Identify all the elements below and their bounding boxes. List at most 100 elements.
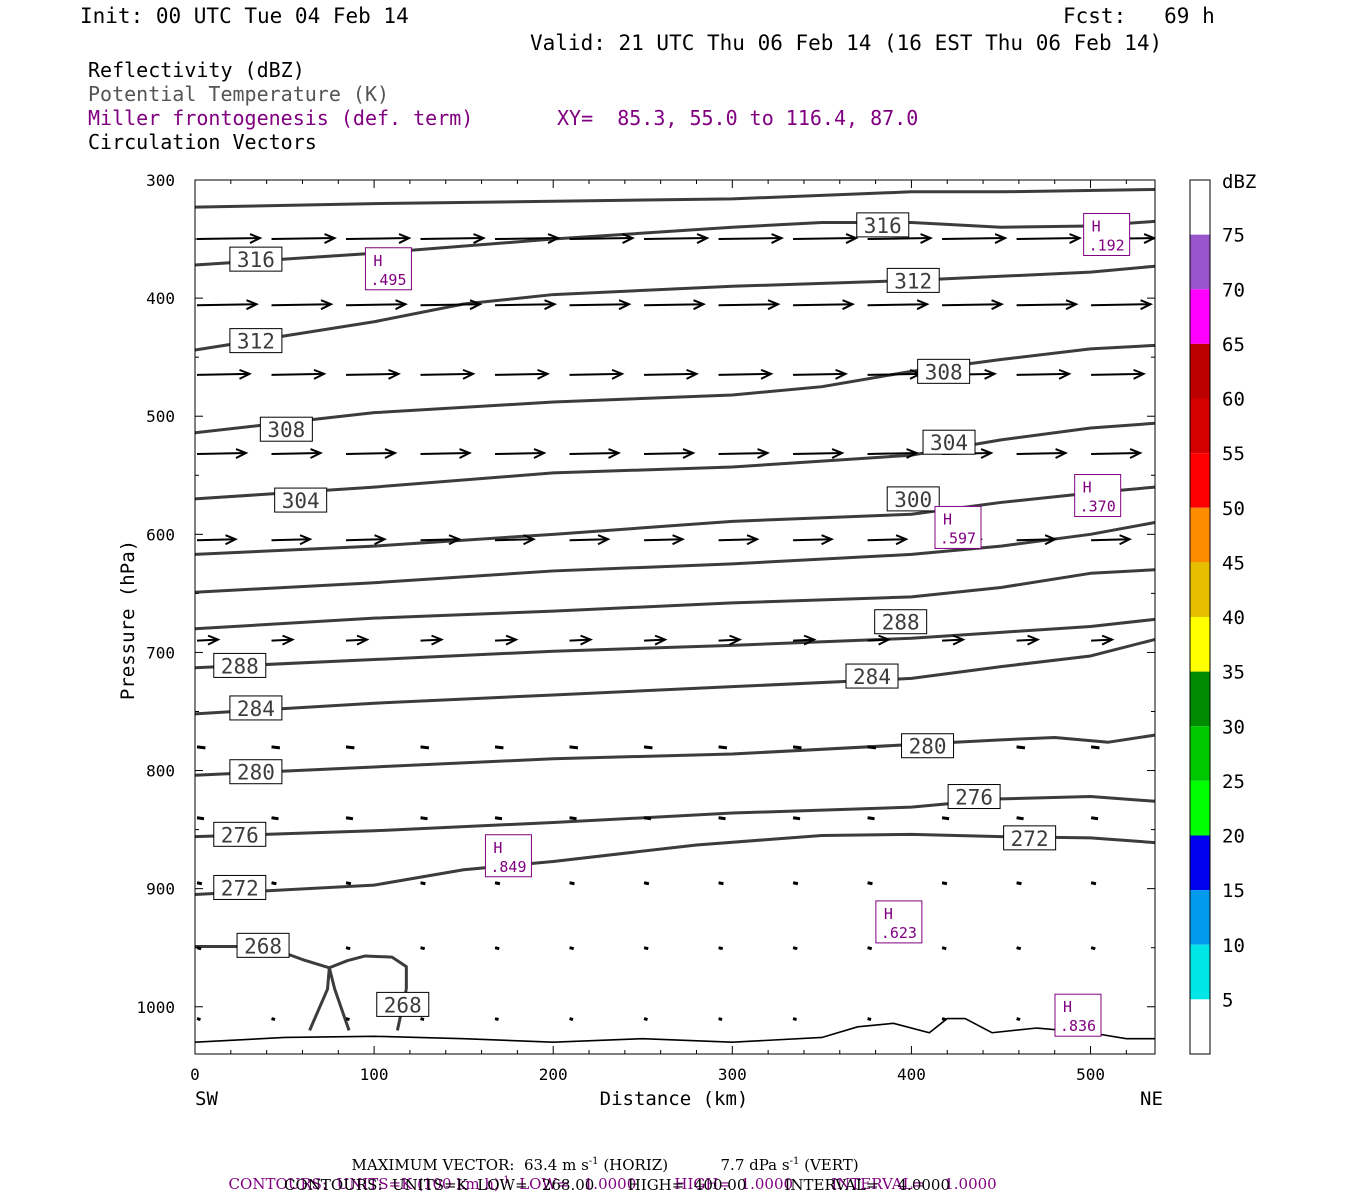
frontogenesis-max-marker: H.370 <box>1074 474 1122 518</box>
circulation-vector <box>718 299 781 311</box>
circulation-vector <box>345 233 412 244</box>
circulation-vector <box>942 233 1008 244</box>
colorbar-swatch <box>1190 999 1210 1054</box>
circulation-vector <box>718 946 724 951</box>
svg-text:280: 280 <box>909 735 947 759</box>
theta-contour-316 <box>195 219 1155 267</box>
circulation-vector <box>494 816 503 821</box>
colorbar-swatch <box>1190 835 1210 891</box>
theta-contour-label: 272 <box>213 874 267 900</box>
circulation-vector <box>196 634 221 646</box>
circulation-vector <box>644 233 710 244</box>
circulation-vector <box>867 1017 872 1022</box>
circulation-vector <box>196 233 263 244</box>
colorbar-label-25: 25 <box>1222 771 1245 793</box>
circulation-vector <box>271 448 323 459</box>
theta-contour-292 <box>195 568 1155 631</box>
sw-end-label: SW <box>195 1088 218 1110</box>
circulation-vector <box>196 1017 201 1022</box>
svg-text:300: 300 <box>894 488 932 512</box>
svg-text:.597: .597 <box>940 529 976 547</box>
circulation-vector <box>792 881 799 886</box>
circulation-vector <box>867 233 934 244</box>
theta-contour-304 <box>195 421 1155 501</box>
contours-frontogenesis-info: CONTOURS: UNITS=K (100 km h)-1 LOW= 1.00… <box>228 1175 997 1193</box>
circulation-vector <box>643 946 649 951</box>
circulation-vector <box>196 881 203 886</box>
frontogenesis-max-marker: H.597 <box>934 505 982 549</box>
colorbar-swatch <box>1190 562 1210 617</box>
circulation-vector <box>494 1017 499 1022</box>
circulation-vector <box>420 448 472 459</box>
theta-contour-label: 300 <box>886 486 940 512</box>
circulation-vector <box>495 299 557 311</box>
circulation-vector <box>271 634 295 646</box>
circulation-vector <box>345 448 398 459</box>
svg-text:304: 304 <box>930 431 968 455</box>
svg-text:316: 316 <box>864 214 902 238</box>
x-tick-0: 0 <box>190 180 200 1084</box>
x-tick-400: 400 <box>897 180 926 1084</box>
theta-contour-312 <box>195 264 1155 352</box>
circulation-vector <box>644 299 706 311</box>
circulation-vector <box>569 534 611 546</box>
svg-text:400: 400 <box>146 289 175 308</box>
circulation-vector <box>271 881 277 886</box>
svg-text:0: 0 <box>190 1065 200 1084</box>
svg-text:900: 900 <box>146 880 175 899</box>
circulation-vector <box>867 448 920 459</box>
colorbar-swatch <box>1190 617 1210 672</box>
theta-contour-label: 280 <box>901 733 955 759</box>
circulation-vector <box>941 816 950 821</box>
circulation-vector <box>867 946 873 951</box>
circulation-vector <box>1016 233 1083 244</box>
svg-text:.849: .849 <box>490 858 526 876</box>
circulation-vector <box>271 534 313 546</box>
circulation-vector <box>643 881 650 886</box>
circulation-vector <box>718 448 770 459</box>
circulation-vector <box>867 816 875 821</box>
circulation-vector <box>1016 745 1026 750</box>
circulation-vector <box>420 745 430 750</box>
svg-text:.370: .370 <box>1080 498 1116 516</box>
valid-time: Valid: 21 UTC Thu 06 Feb 14 (16 EST Thu … <box>530 31 1163 55</box>
svg-text:304: 304 <box>282 489 320 513</box>
svg-text:100: 100 <box>360 1065 389 1084</box>
theta-contour-label: 312 <box>886 267 940 293</box>
circulation-vector <box>569 233 635 244</box>
x-axis-label: Distance (km) <box>600 1088 749 1110</box>
circulation-vector <box>867 745 877 750</box>
svg-text:H: H <box>1092 218 1101 236</box>
circulation-vector <box>1090 946 1096 951</box>
circulation-vector <box>420 534 462 546</box>
frontogenesis-max-marker: H.836 <box>1054 993 1102 1037</box>
circulation-vector <box>569 881 575 886</box>
circulation-vector <box>867 299 930 311</box>
colorbar-swatch <box>1190 726 1210 781</box>
theta-contour-label: 272 <box>1003 825 1057 851</box>
svg-text:268: 268 <box>244 934 282 958</box>
circulation-vector <box>495 233 561 244</box>
theta-contour-label: 312 <box>229 328 283 354</box>
circulation-vector <box>1091 368 1147 380</box>
theta-contour-268 <box>195 945 408 990</box>
circulation-vector <box>420 233 486 244</box>
cross-section-endpoints: XY= 85.3, 55.0 to 116.4, 87.0 <box>557 106 919 130</box>
svg-text:H: H <box>1063 998 1072 1016</box>
field-potential-temperature: Potential Temperature (K) <box>88 82 390 106</box>
svg-text:1000: 1000 <box>136 998 175 1017</box>
theta-contour-label: 316 <box>229 246 283 272</box>
frontogenesis-max-marker: H.495 <box>364 247 412 291</box>
svg-text:H: H <box>884 905 893 923</box>
y-tick-700: 700 <box>146 643 1155 662</box>
theta-contour-label: 268 <box>236 932 290 958</box>
svg-text:288: 288 <box>221 654 259 678</box>
colorbar-swatch <box>1190 780 1210 836</box>
circulation-vector <box>196 745 206 750</box>
circulation-vector <box>644 448 696 459</box>
circulation-vector <box>420 368 476 380</box>
theta-contour-276 <box>195 795 1155 839</box>
circulation-vector <box>1016 448 1069 459</box>
svg-text:H: H <box>1083 479 1092 497</box>
circulation-vector <box>643 634 668 646</box>
